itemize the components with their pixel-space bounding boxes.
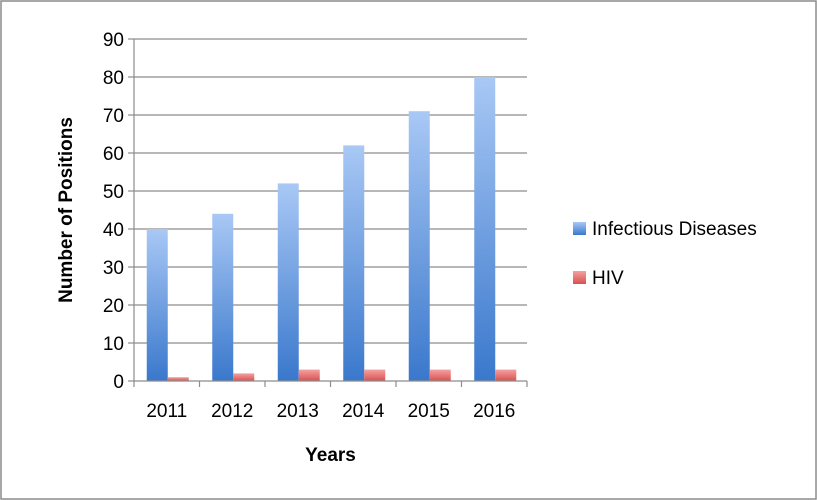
y-tick-label: 20 bbox=[103, 296, 124, 317]
axes bbox=[128, 38, 528, 387]
bar-infectious-diseases-2016 bbox=[474, 77, 496, 381]
legend-label-hiv: HIV bbox=[592, 268, 624, 289]
y-tick-label: 80 bbox=[103, 68, 124, 89]
x-tick-label: 2014 bbox=[342, 401, 385, 422]
x-tick-label: 2016 bbox=[473, 401, 515, 422]
y-tick-label: 30 bbox=[103, 258, 124, 279]
bar-hiv-2015 bbox=[429, 369, 451, 381]
y-tick-label: 90 bbox=[103, 30, 124, 51]
x-axis-title: Years bbox=[305, 445, 356, 466]
bar-infectious-diseases-2011 bbox=[146, 229, 168, 381]
x-tick-labels: 2011 2012 2013 2014 2015 2016 bbox=[146, 401, 515, 422]
y-axis-title: Number of Positions bbox=[56, 117, 77, 303]
bar-hiv-2013 bbox=[298, 369, 320, 381]
bar-infectious-diseases-2013 bbox=[277, 183, 299, 381]
bar-infectious-diseases-2014 bbox=[343, 145, 365, 381]
y-tick-label: 0 bbox=[113, 372, 124, 393]
y-tick-label: 10 bbox=[103, 334, 124, 355]
x-tick-label: 2015 bbox=[408, 401, 450, 422]
gridlines bbox=[134, 38, 527, 344]
x-tick-label: 2011 bbox=[146, 401, 187, 422]
y-tick-label: 70 bbox=[103, 106, 124, 127]
y-tick-label: 60 bbox=[103, 144, 124, 165]
y-tick-label: 40 bbox=[103, 220, 124, 241]
legend-swatch-hiv bbox=[573, 271, 586, 284]
bar-infectious-diseases-2012 bbox=[212, 213, 234, 381]
bar-series-group bbox=[146, 77, 517, 381]
legend-label-infectious-diseases: Infectious Diseases bbox=[592, 219, 757, 240]
bar-infectious-diseases-2015 bbox=[408, 111, 430, 381]
bar-hiv-2014 bbox=[364, 369, 386, 381]
x-tick-label: 2012 bbox=[211, 401, 253, 422]
legend-swatch-infectious-diseases bbox=[573, 222, 586, 235]
y-tick-label: 50 bbox=[103, 182, 124, 203]
bar-hiv-2011 bbox=[167, 377, 189, 381]
bar-hiv-2016 bbox=[495, 369, 517, 381]
bar-hiv-2012 bbox=[233, 373, 255, 381]
legend: Infectious Diseases HIV bbox=[573, 219, 757, 289]
x-tick-label: 2013 bbox=[277, 401, 319, 422]
y-tick-labels: 0 10 20 30 40 50 60 70 80 90 bbox=[103, 30, 124, 393]
